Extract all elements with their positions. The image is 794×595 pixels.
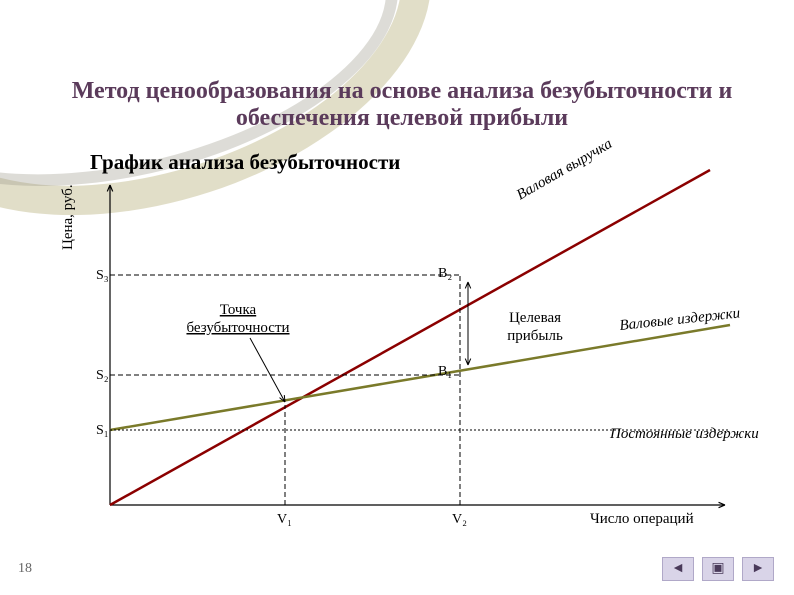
svg-text:Точкабезубыточности: Точкабезубыточности	[186, 302, 289, 336]
nav-next-button[interactable]: ►	[742, 557, 774, 581]
chart-subtitle: График анализа безубыточности	[90, 150, 400, 175]
svg-text:S₁: S₁	[96, 423, 109, 438]
svg-text:V₂: V₂	[452, 512, 467, 527]
nav-prev-button[interactable]: ◄	[662, 557, 694, 581]
svg-text:Валовая выручка: Валовая выручка	[514, 136, 615, 204]
breakeven-chart: Валовая выручкаВаловые издержкиПостоянны…	[90, 180, 730, 520]
svg-text:Число операций: Число операций	[590, 511, 694, 527]
svg-text:B₂: B₂	[438, 266, 452, 281]
svg-text:Валовые издержки: Валовые издержки	[619, 305, 741, 334]
svg-text:Целеваяприбыль: Целеваяприбыль	[507, 310, 563, 344]
y-axis-label: Цена, руб.	[60, 184, 77, 250]
svg-text:V₁: V₁	[277, 512, 292, 527]
nav-home-button[interactable]: ▣	[702, 557, 734, 581]
slide-title: Метод ценообразования на основе анализа …	[40, 78, 764, 132]
svg-text:S₂: S₂	[96, 368, 109, 383]
page-number: 18	[18, 561, 32, 577]
svg-text:B₁: B₁	[438, 364, 452, 379]
nav-buttons: ◄ ▣ ►	[658, 557, 774, 581]
svg-text:S₃: S₃	[96, 268, 109, 283]
svg-text:Постоянные издержки: Постоянные издержки	[609, 426, 759, 442]
